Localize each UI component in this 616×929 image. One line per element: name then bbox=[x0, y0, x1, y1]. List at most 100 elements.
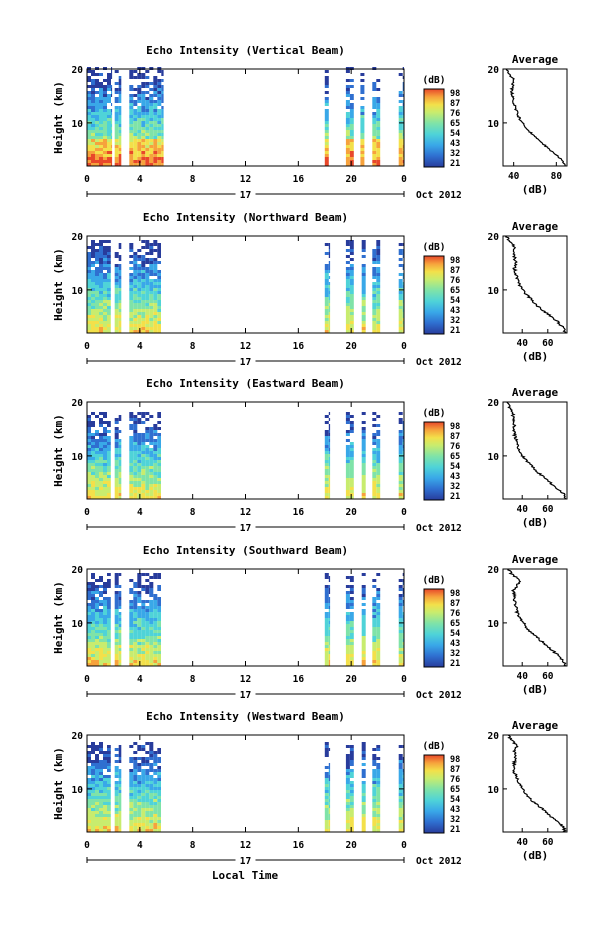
heatmap-cell bbox=[145, 439, 150, 442]
heatmap-cell bbox=[95, 778, 99, 781]
heatmap-cell bbox=[141, 760, 146, 763]
heatmap-cell bbox=[324, 748, 329, 751]
heatmap-cell bbox=[129, 487, 134, 490]
heatmap-cell bbox=[118, 246, 122, 249]
heatmap-cell bbox=[87, 481, 91, 484]
heatmap-cell bbox=[361, 439, 366, 442]
heatmap-cell bbox=[137, 97, 142, 100]
heatmap-cell bbox=[145, 606, 150, 609]
heatmap-cell bbox=[118, 651, 122, 654]
heatmap-cell bbox=[376, 627, 381, 630]
heatmap-cell bbox=[372, 769, 377, 772]
heatmap-cell bbox=[398, 790, 403, 793]
heatmap-cell bbox=[99, 781, 103, 784]
heatmap-cell bbox=[95, 309, 99, 312]
heatmap-cell bbox=[114, 814, 119, 817]
heatmap-cell bbox=[145, 282, 150, 285]
heatmap-cell bbox=[141, 297, 146, 300]
heatmap-cell bbox=[114, 624, 119, 627]
heatmap-cell bbox=[118, 139, 122, 142]
heatmap-cell bbox=[349, 817, 354, 820]
heatmap-cell bbox=[349, 496, 354, 499]
heatmap-cell bbox=[376, 817, 381, 820]
heatmap-cell bbox=[114, 273, 119, 276]
heatmap-cell bbox=[141, 240, 146, 243]
heatmap-cell bbox=[87, 430, 91, 433]
heatmap-cell bbox=[324, 805, 329, 808]
heatmap-cell bbox=[376, 745, 381, 748]
heatmap-cell bbox=[107, 157, 111, 160]
heatmap-cell bbox=[129, 124, 134, 127]
heatmap-cell bbox=[324, 327, 329, 330]
heatmap-cell bbox=[95, 133, 99, 136]
heatmap-cell bbox=[372, 496, 377, 499]
heatmap-cell bbox=[129, 321, 134, 324]
heatmap-cell bbox=[149, 315, 154, 318]
heatmap-cell bbox=[129, 811, 134, 814]
heatmap-cell bbox=[372, 157, 377, 160]
heatmap-cell bbox=[129, 118, 134, 121]
heatmap-cell bbox=[114, 124, 119, 127]
heatmap-cell bbox=[145, 621, 150, 624]
heatmap-cell bbox=[345, 433, 350, 436]
heatmap-cell bbox=[153, 496, 158, 499]
heatmap-cell bbox=[107, 154, 111, 157]
heatmap-cell bbox=[137, 757, 142, 760]
heatmap-cell bbox=[137, 814, 142, 817]
heatmap-cell bbox=[349, 303, 354, 306]
heatmap-cell bbox=[149, 115, 154, 118]
heatmap-cell bbox=[137, 469, 142, 472]
heatmap-cell bbox=[91, 261, 95, 264]
heatmap-cell bbox=[103, 312, 107, 315]
heatmap-cell bbox=[114, 484, 119, 487]
heatmap-cell bbox=[129, 424, 134, 427]
heatmap-cell bbox=[161, 115, 164, 118]
heatmap-cell bbox=[372, 418, 377, 421]
heatmap-cell bbox=[402, 775, 404, 778]
profile-y-tick-label: 10 bbox=[488, 286, 500, 297]
heatmap-cell bbox=[149, 606, 154, 609]
heatmap-cell bbox=[345, 288, 350, 291]
heatmap-cell bbox=[153, 273, 158, 276]
heatmap-cell bbox=[133, 133, 138, 136]
heatmap-cell bbox=[133, 742, 138, 745]
heatmap-cell bbox=[87, 415, 91, 418]
heatmap-cell bbox=[345, 297, 350, 300]
heatmap-cell bbox=[153, 645, 158, 648]
heatmap-cell bbox=[398, 148, 403, 151]
heatmap-cell bbox=[324, 439, 329, 442]
heatmap-cell bbox=[91, 154, 95, 157]
heatmap-cell bbox=[324, 775, 329, 778]
heatmap-cell bbox=[145, 609, 150, 612]
heatmap-cell bbox=[402, 496, 404, 499]
heatmap-cell bbox=[372, 300, 377, 303]
heatmap-cell bbox=[91, 603, 95, 606]
heatmap-cell bbox=[91, 300, 95, 303]
heatmap-cell bbox=[118, 769, 122, 772]
heatmap-cell bbox=[107, 663, 111, 666]
heatmap-cell bbox=[118, 327, 122, 330]
heatmap-cell bbox=[99, 475, 103, 478]
heatmap-cell bbox=[328, 615, 331, 618]
heatmap-cell bbox=[361, 787, 366, 790]
heatmap-cell bbox=[118, 820, 122, 823]
heatmap-cell bbox=[129, 279, 134, 282]
heatmap-cell bbox=[107, 160, 111, 163]
heatmap-cell bbox=[324, 784, 329, 787]
heatmap-cell bbox=[99, 318, 103, 321]
heatmap-cell bbox=[145, 276, 150, 279]
heatmap-cell bbox=[376, 133, 381, 136]
heatmap-cell bbox=[153, 121, 158, 124]
heatmap-cell bbox=[133, 820, 138, 823]
heatmap-cell bbox=[103, 609, 107, 612]
heatmap-cell bbox=[103, 454, 107, 457]
heatmap-cell bbox=[345, 445, 350, 448]
heatmap-cell bbox=[153, 288, 158, 291]
heatmap-cell bbox=[87, 442, 91, 445]
heatmap-cell bbox=[324, 415, 329, 418]
heatmap-cell bbox=[402, 802, 404, 805]
heatmap-cell bbox=[137, 484, 142, 487]
heatmap-cell bbox=[129, 466, 134, 469]
heatmap-cell bbox=[107, 436, 111, 439]
heatmap-cell bbox=[145, 112, 150, 115]
